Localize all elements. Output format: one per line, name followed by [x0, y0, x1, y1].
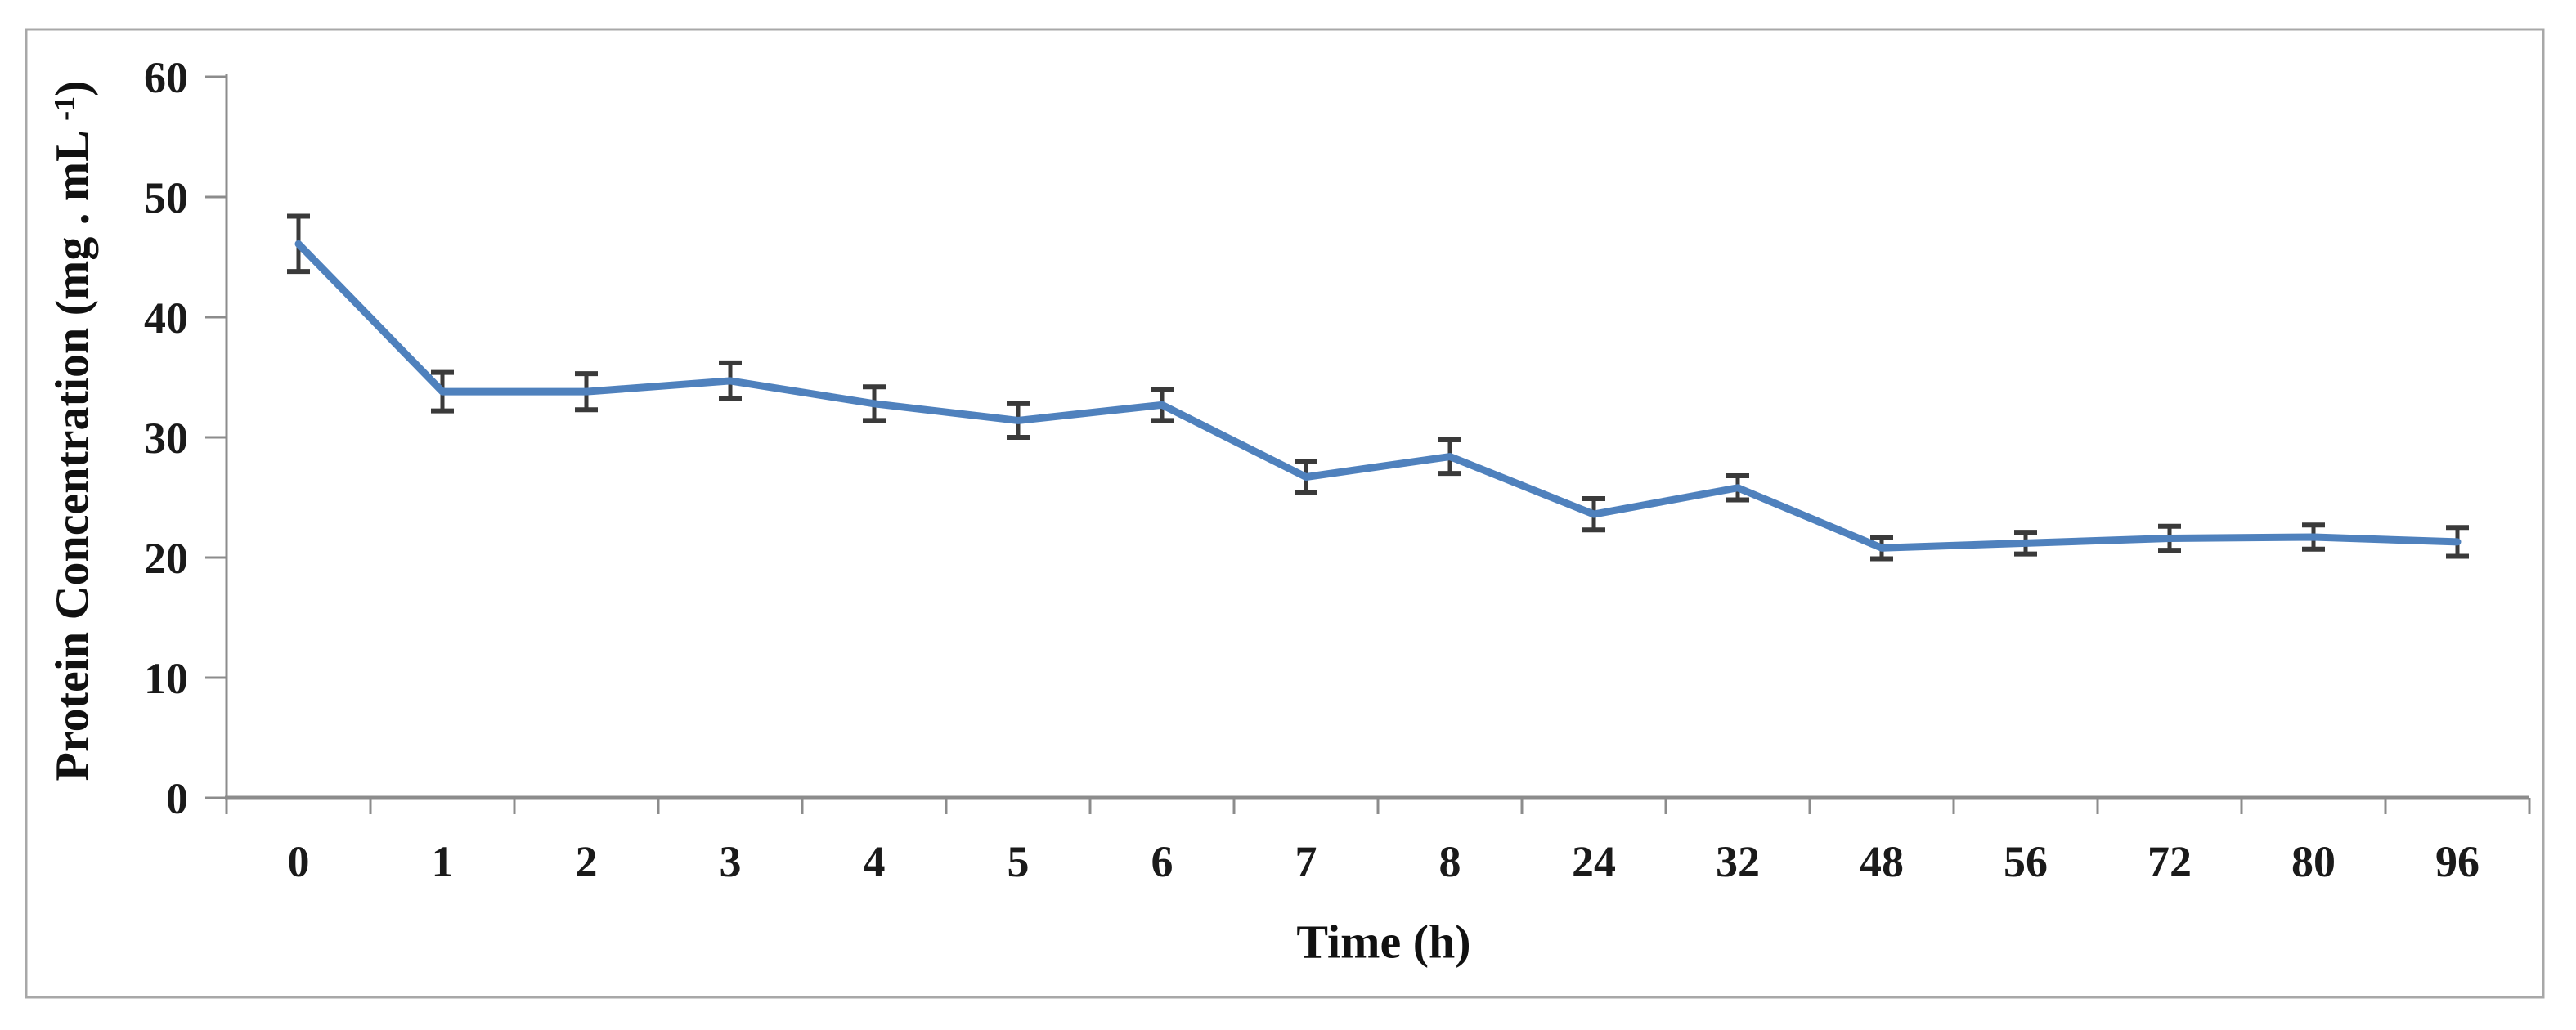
y-axis-title-text: Protein Concentration (mg . mL — [45, 120, 99, 781]
y-axis-title-close: ) — [45, 80, 99, 96]
y-tick-label-60: 60 — [144, 53, 188, 102]
y-axis-title: Protein Concentration (mg . mL -1) — [45, 81, 100, 781]
y-tick-label-30: 30 — [144, 414, 188, 463]
x-tick-label-32: 32 — [1716, 837, 1760, 886]
x-tick-label-5: 5 — [1008, 837, 1030, 886]
series-line — [294, 240, 2462, 552]
x-tick-label-56: 56 — [2004, 837, 2048, 886]
y-tick-label-0: 0 — [166, 774, 188, 823]
x-tick-label-6: 6 — [1151, 837, 1174, 886]
x-axis-title: Time (h) — [1296, 915, 1471, 969]
y-tick-label-50: 50 — [144, 173, 188, 222]
x-tick-label-3: 3 — [720, 837, 742, 886]
x-tick-label-2: 2 — [576, 837, 598, 886]
x-tick-label-48: 48 — [1860, 837, 1904, 886]
x-tick-label-8: 8 — [1439, 837, 1461, 886]
x-tick-label-80: 80 — [2291, 837, 2336, 886]
y-tick-label-40: 40 — [144, 293, 188, 343]
x-tick-label-4: 4 — [864, 837, 886, 886]
y-tick-label-10: 10 — [144, 654, 188, 703]
x-tick-label-24: 24 — [1572, 837, 1616, 886]
x-tick-label-1: 1 — [432, 837, 454, 886]
x-tick-label-7: 7 — [1295, 837, 1317, 886]
figure-border — [25, 28, 2545, 999]
x-tick-label-96: 96 — [2435, 837, 2480, 886]
x-tick-label-0: 0 — [288, 837, 310, 886]
y-axis-title-superscript: -1 — [47, 96, 81, 121]
x-tick-label-72: 72 — [2147, 837, 2192, 886]
error-bars — [287, 213, 2469, 562]
y-tick-label-20: 20 — [144, 534, 188, 583]
